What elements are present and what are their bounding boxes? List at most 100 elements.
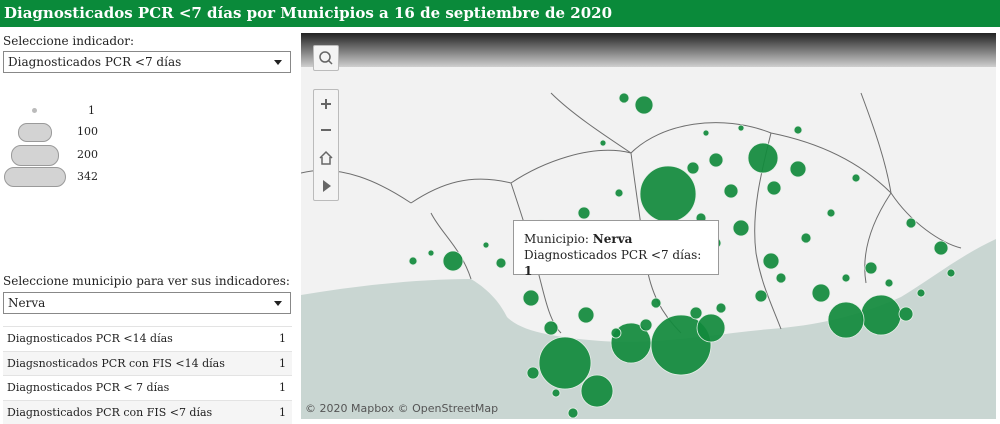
home-button[interactable]	[314, 144, 338, 171]
bubble	[619, 93, 629, 103]
bubble	[812, 284, 830, 302]
bubble	[640, 166, 696, 222]
legend-symbol-200	[11, 145, 59, 166]
zoom-out-icon	[314, 117, 338, 144]
row-value: 1	[279, 327, 286, 350]
legend-symbol-342	[4, 167, 66, 187]
row-value: 1	[279, 376, 286, 399]
bubble	[615, 189, 623, 197]
bubble	[899, 307, 913, 321]
indicator-select-value: Diagnosticados PCR <7 días	[8, 55, 181, 69]
chevron-down-icon	[274, 60, 282, 65]
bubble	[947, 269, 955, 277]
search-icon	[314, 46, 338, 70]
map-top-shading	[301, 33, 996, 67]
bubble	[755, 290, 767, 302]
bubble	[794, 126, 802, 134]
map-tooltip: Municipio: Nerva Diagnosticados PCR <7 d…	[513, 220, 719, 275]
table-row: Diagnosticados PCR <14 días 1	[3, 326, 292, 351]
bubble	[578, 207, 590, 219]
indicators-table: Diagnosticados PCR <14 días 1 Diagsnostic…	[3, 326, 292, 424]
bubble	[776, 273, 786, 283]
legend-symbol-100	[18, 123, 52, 142]
bubble	[852, 174, 860, 182]
play-button[interactable]	[314, 171, 338, 200]
chevron-down-icon	[274, 301, 282, 306]
indicator-label: Seleccione indicador:	[3, 34, 134, 48]
bubble	[801, 233, 811, 243]
bubble	[709, 153, 723, 167]
municipio-label: Seleccione municipio para ver sus indica…	[3, 274, 290, 288]
tooltip-municipio-value: Nerva	[593, 232, 633, 246]
bubble	[861, 295, 901, 335]
bubble	[483, 242, 489, 248]
bubble	[581, 375, 613, 407]
zoom-in-icon	[314, 90, 338, 117]
bubble	[738, 125, 744, 131]
bubble	[724, 184, 738, 198]
bubble	[409, 257, 417, 265]
bubble	[539, 337, 591, 389]
bubble	[827, 209, 835, 217]
map-attribution[interactable]: © 2020 Mapbox © OpenStreetMap	[305, 402, 498, 415]
municipio-select[interactable]: Nerva	[3, 292, 291, 314]
home-icon	[314, 144, 338, 171]
bubble	[552, 389, 560, 397]
row-value: 1	[279, 401, 286, 424]
legend-label-342: 342	[77, 170, 98, 183]
zoom-out-button[interactable]	[314, 117, 338, 144]
bubble	[600, 140, 606, 146]
map-search-button[interactable]	[313, 45, 339, 71]
tooltip-indicator-label: Diagnosticados PCR <7 días:	[524, 248, 701, 262]
tooltip-municipio-label: Municipio:	[524, 232, 589, 246]
bubble	[842, 274, 850, 282]
bubble	[527, 367, 539, 379]
page-title: Diagnosticados PCR <7 días por Municipio…	[0, 0, 1000, 27]
bubble	[733, 220, 749, 236]
row-name: Diagsnosticados PCR con FIS <14 días	[7, 352, 225, 375]
bubble	[635, 96, 653, 114]
table-row: Diagnosticados PCR < 7 días 1	[3, 375, 292, 400]
row-name: Diagnosticados PCR < 7 días	[7, 376, 169, 399]
row-name: Diagnosticados PCR con FIS <7 días	[7, 401, 212, 424]
bubble	[748, 143, 778, 173]
legend-symbol-1	[32, 108, 37, 113]
bubble	[428, 250, 434, 256]
bubble	[443, 251, 463, 271]
bubble	[763, 253, 779, 269]
table-row: Diagsnosticados PCR con FIS <14 días 1	[3, 351, 292, 376]
tooltip-indicator-value: 1	[524, 264, 532, 278]
row-name: Diagnosticados PCR <14 días	[7, 327, 173, 350]
legend-label-100: 100	[77, 125, 98, 138]
bubble	[611, 328, 621, 338]
bubble	[828, 302, 864, 338]
bubble	[917, 289, 925, 297]
bubble	[885, 279, 893, 287]
bubble	[651, 298, 661, 308]
bubble	[544, 321, 558, 335]
map-control-strip	[313, 89, 339, 201]
bubble	[865, 262, 877, 274]
bubble	[697, 314, 725, 342]
legend-label-1: 1	[88, 104, 95, 117]
bubble	[578, 307, 594, 323]
zoom-in-button[interactable]	[314, 90, 338, 117]
row-value: 1	[279, 352, 286, 375]
bubble	[690, 307, 702, 319]
bubble	[496, 258, 506, 268]
indicator-select[interactable]: Diagnosticados PCR <7 días	[3, 51, 291, 73]
table-row: Diagnosticados PCR con FIS <7 días 1	[3, 400, 292, 424]
bubble	[767, 181, 781, 195]
bubble	[640, 319, 652, 331]
bubble	[790, 161, 806, 177]
bubble	[687, 162, 699, 174]
bubble	[906, 218, 916, 228]
play-icon	[314, 171, 338, 200]
bubble	[716, 303, 726, 313]
bubble	[934, 241, 948, 255]
bubble	[523, 290, 539, 306]
municipio-select-value: Nerva	[8, 296, 45, 310]
legend-label-200: 200	[77, 148, 98, 161]
bubble	[703, 130, 709, 136]
bubble	[568, 408, 578, 418]
